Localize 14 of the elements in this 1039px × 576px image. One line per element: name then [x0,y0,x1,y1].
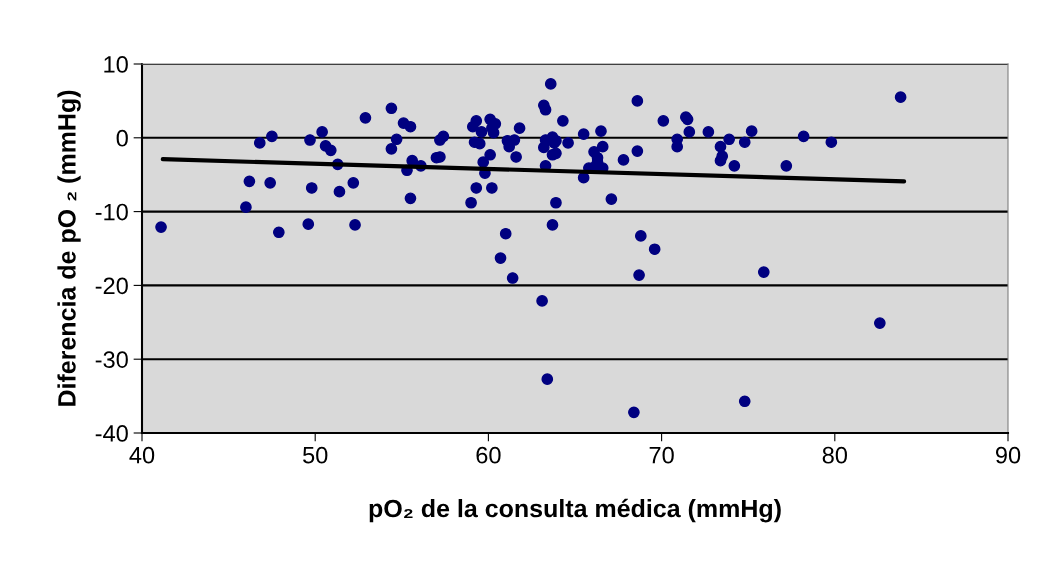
x-tick-label: 90 [995,446,1021,464]
y-tick-label: -20 [95,277,128,295]
x-tick-label: 80 [822,446,848,464]
x-tick-label: 40 [129,446,155,464]
y-tick-label: -30 [95,351,128,368]
y-tick-label: 0 [116,129,128,147]
x-tick-label: 70 [649,446,674,464]
x-tick-label: 50 [303,446,328,464]
x-axis-title: pO₂ de la consulta médica (mmHg) [369,498,781,523]
y-tick-label: -40 [95,425,128,442]
y-tick-label: -10 [95,203,128,221]
y-tick-label: 10 [104,56,128,73]
x-tick-label: 60 [476,446,501,464]
y-axis-title: Diferencia de pO ₂ (mmHg) [57,90,81,406]
